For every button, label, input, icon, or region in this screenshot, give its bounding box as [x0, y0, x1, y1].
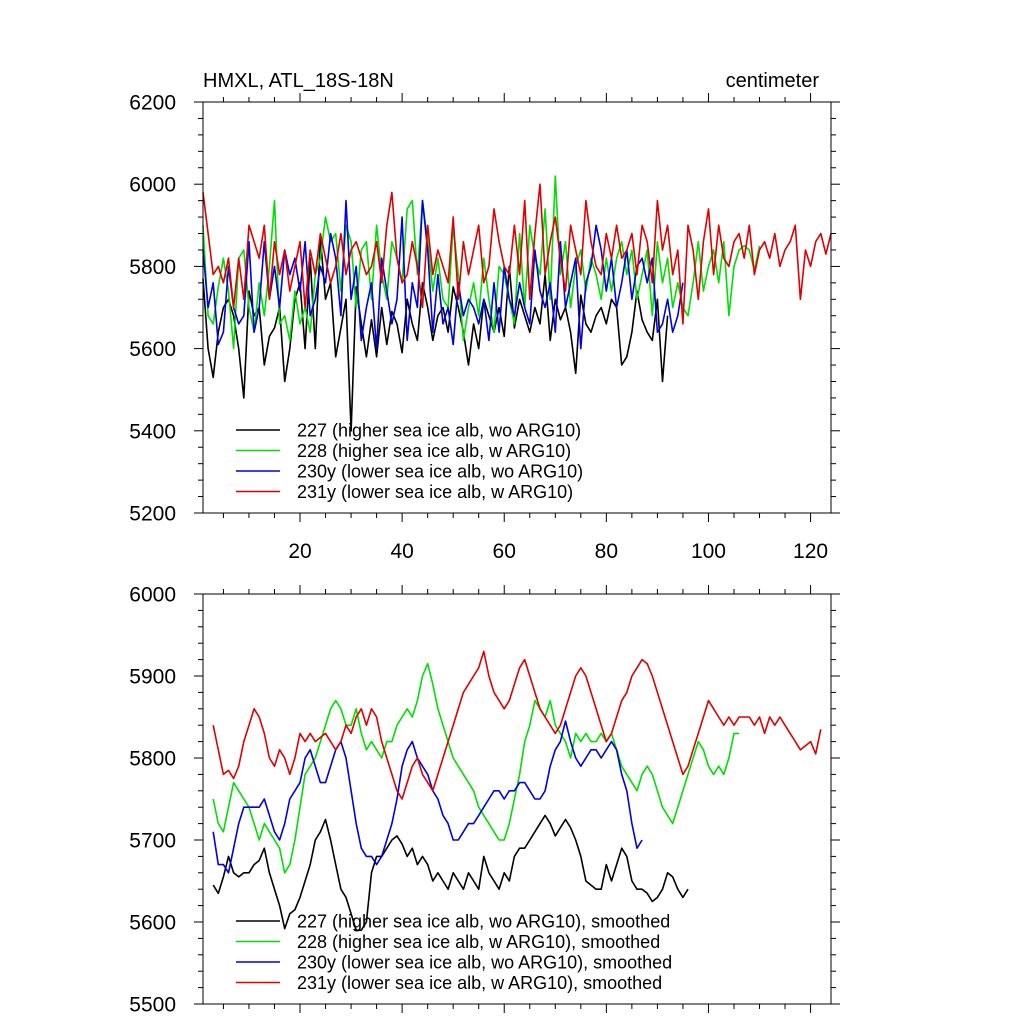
y-tick-label: 5900 — [129, 666, 176, 689]
series-line-top-4 — [202, 183, 832, 325]
legend-label: 230y (lower sea ice alb, wo ARG10) — [297, 462, 583, 482]
x-tick-label: 100 — [691, 540, 726, 563]
legend-label: 227 (higher sea ice alb, wo ARG10), smoo… — [297, 912, 670, 932]
series-line-bottom-4 — [212, 650, 822, 800]
series-line-bottom-2 — [212, 662, 740, 874]
y-tick-label: 5200 — [129, 503, 176, 526]
y-tick-label: 6000 — [129, 174, 176, 197]
x-tick-label: 20 — [288, 540, 311, 563]
y-tick-label: 5600 — [129, 338, 176, 361]
y-tick-label: 5400 — [129, 420, 176, 443]
y-tick-label: 6200 — [129, 92, 176, 115]
plot-frame — [202, 101, 832, 514]
legend-label: 230y (lower sea ice alb, wo ARG10), smoo… — [297, 953, 672, 973]
x-tick-label: 60 — [493, 540, 516, 563]
y-tick-label: 6000 — [129, 584, 176, 607]
legend-label: 231y (lower sea ice alb, w ARG10), smoot… — [297, 973, 662, 993]
x-tick-label: 80 — [595, 540, 618, 563]
top-panel: 5200 5400 5600 5800 6000 6200 20 40 60 80 100 120 22… — [129, 92, 840, 563]
bottom-panel: 5500 5600 5700 5800 5900 6000 227 (higher sea … — [129, 584, 840, 1017]
units-label: centimeter — [726, 70, 820, 92]
chart-title: HMXL, ATL_18S-18N — [203, 70, 394, 92]
legend-label: 227 (higher sea ice alb, wo ARG10) — [297, 421, 581, 441]
y-tick-label: 5500 — [129, 994, 176, 1017]
x-tick-label: 120 — [793, 540, 828, 563]
y-tick-label: 5600 — [129, 912, 176, 935]
series-line-bottom-3 — [212, 720, 643, 874]
series-line-top-1 — [202, 236, 669, 432]
legend-label: 231y (lower sea ice alb, w ARG10) — [297, 482, 573, 502]
series-line-bottom-1 — [212, 814, 689, 932]
y-tick-label: 5800 — [129, 256, 176, 279]
y-tick-label: 5800 — [129, 748, 176, 771]
x-tick-label: 40 — [390, 540, 413, 563]
series-line-top-2 — [202, 175, 761, 350]
y-tick-label: 5700 — [129, 830, 176, 853]
legend-label: 228 (higher sea ice alb, w ARG10) — [297, 441, 571, 461]
plot-frame — [202, 593, 832, 1005]
legend-label: 228 (higher sea ice alb, w ARG10), smoot… — [297, 932, 660, 952]
